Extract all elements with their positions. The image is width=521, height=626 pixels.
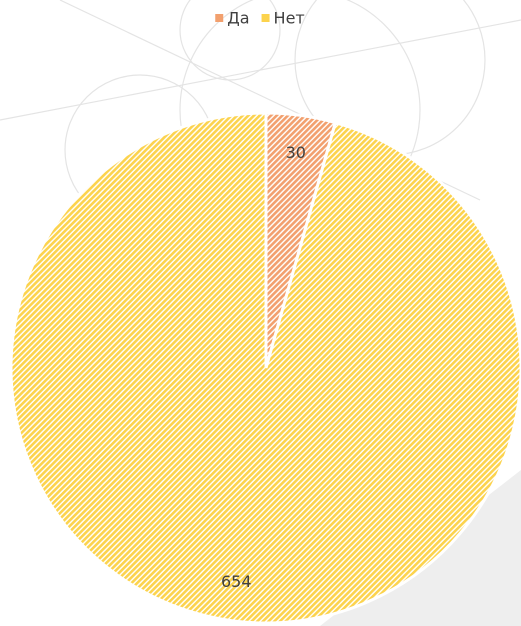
legend-swatch	[262, 14, 270, 22]
pie-slice	[11, 113, 521, 623]
legend: Да Нет	[215, 9, 305, 28]
chart: Да Нет 30 654	[0, 0, 521, 626]
legend-item: Нет	[262, 9, 305, 28]
legend-swatch	[215, 14, 223, 22]
pie: 30 654	[11, 113, 521, 623]
legend-item: Да	[215, 9, 249, 28]
legend-label: Нет	[274, 9, 305, 28]
data-label: 654	[221, 572, 252, 591]
legend-label: Да	[227, 9, 249, 28]
data-label: 30	[286, 143, 306, 162]
